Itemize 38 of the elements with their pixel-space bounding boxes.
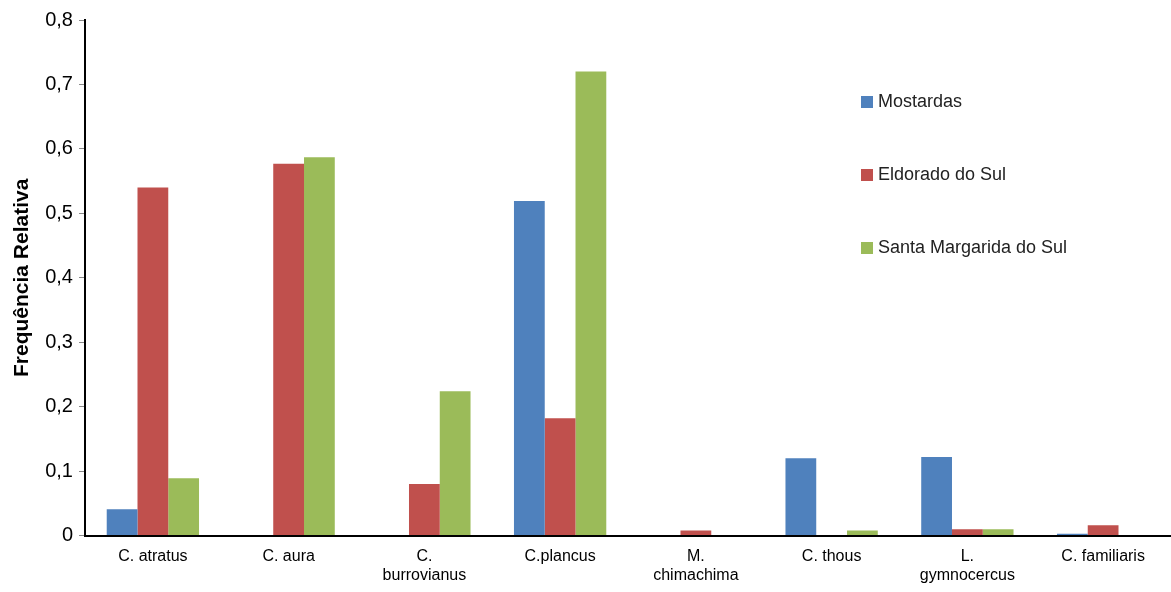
bar <box>921 456 952 536</box>
bar <box>847 530 878 536</box>
bar <box>982 529 1014 536</box>
legend-label: Santa Margarida do Sul <box>878 236 1068 257</box>
x-tick-label: M. chimachima <box>653 546 739 583</box>
x-tick-label: C. aura <box>262 546 315 564</box>
legend-label: Eldorado do Sul <box>878 163 1007 184</box>
y-tick-label: 0,2 <box>45 394 73 417</box>
y-tick-label: 0,8 <box>45 7 73 30</box>
bar <box>785 458 817 536</box>
bar <box>137 187 169 536</box>
y-tick-label: 0,6 <box>45 136 73 159</box>
x-tick-label: C. burrovianus <box>382 546 467 583</box>
y-tick-label: 0,5 <box>45 200 73 223</box>
bar <box>951 529 983 536</box>
bar <box>575 71 607 536</box>
bar <box>408 484 440 536</box>
y-tick-label: 0 <box>61 523 73 546</box>
y-tick-label: 0,7 <box>45 71 73 94</box>
x-tick-label: L. gymnocercus <box>919 546 1015 583</box>
bar <box>106 509 138 536</box>
y-tick-label: 0,3 <box>45 329 73 352</box>
bar <box>168 478 200 536</box>
legend-label: Mostardas <box>878 90 963 111</box>
bar <box>544 418 576 536</box>
y-tick-label: 0,4 <box>45 265 73 288</box>
bar <box>439 391 471 536</box>
bar <box>1087 525 1119 536</box>
x-tick-label: C. thous <box>801 546 862 564</box>
bar <box>273 163 305 536</box>
y-axis-title: Frequência Relativa <box>9 178 33 378</box>
y-tick-label: 0,1 <box>45 458 73 481</box>
bar <box>513 201 545 536</box>
bar <box>304 157 335 536</box>
x-tick-label: C. atratus <box>118 546 188 564</box>
x-tick-label: C. familiaris <box>1061 546 1145 564</box>
bar <box>680 530 712 536</box>
x-tick-label: C.plancus <box>524 546 596 564</box>
